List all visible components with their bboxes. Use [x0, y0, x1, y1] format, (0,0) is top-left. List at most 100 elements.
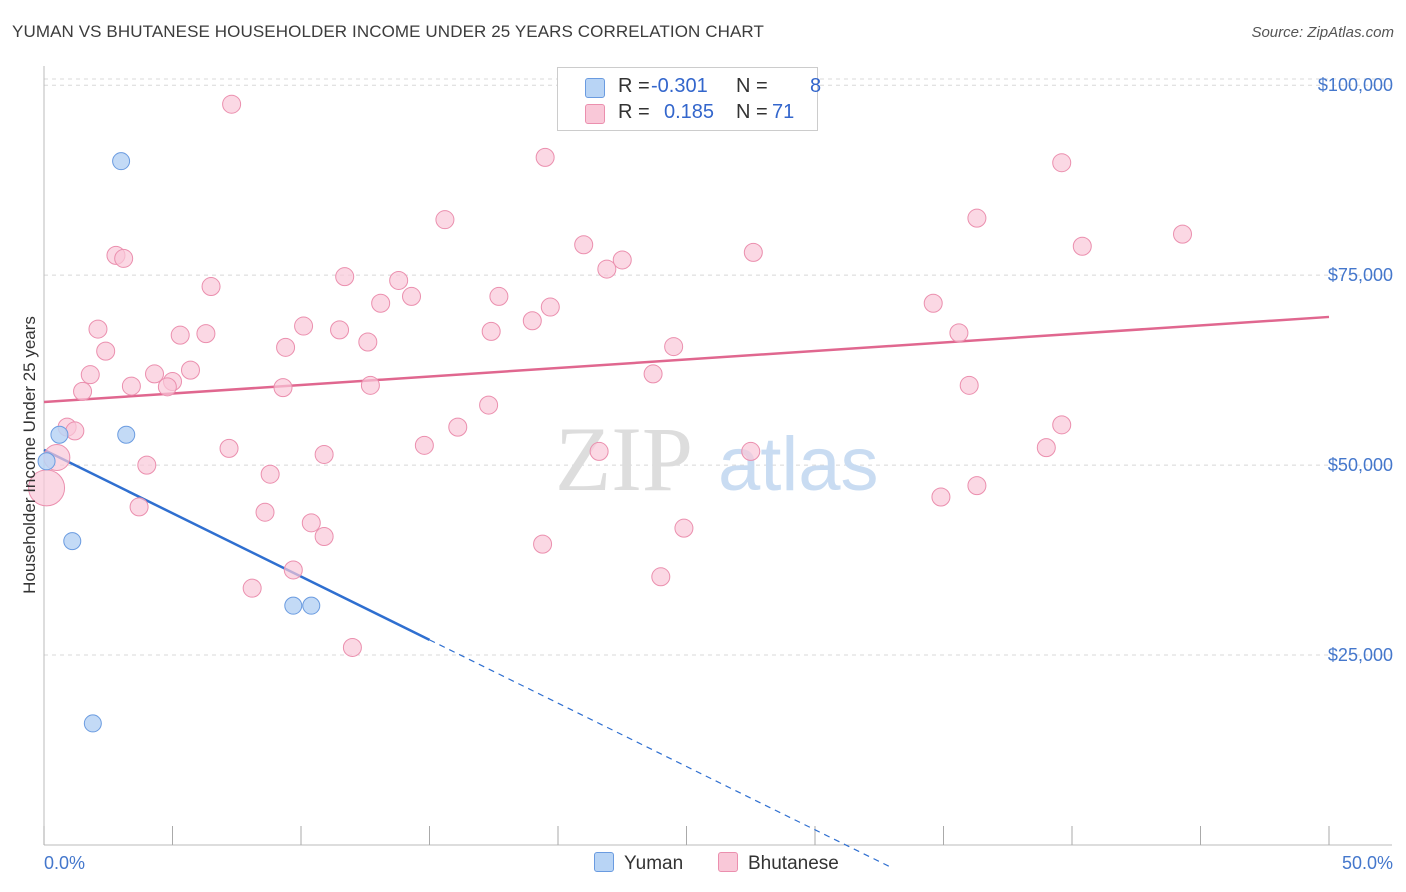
point-bhutanese [170, 325, 190, 345]
bottom-legend-bhutanese: Bhutanese [718, 852, 839, 875]
point-bhutanese [96, 341, 116, 361]
legend-r-label: R = [618, 101, 650, 123]
point-bhutanese [314, 527, 334, 547]
watermark: ZIP atlas [555, 408, 879, 510]
legend-swatch-yuman [585, 78, 605, 98]
point-yuman [63, 532, 82, 551]
bottom-legend-yuman: Yuman [594, 852, 683, 875]
point-bhutanese [80, 365, 100, 385]
point-bhutanese [222, 94, 242, 114]
point-bhutanese [294, 316, 314, 336]
bottom-swatch-bhutanese [718, 852, 738, 872]
point-bhutanese [114, 248, 134, 268]
point-bhutanese [533, 534, 553, 554]
legend-swatch-bhutanese [585, 104, 605, 124]
point-bhutanese [414, 435, 434, 455]
y-axis-title: Householder Income Under 25 years [20, 316, 39, 594]
point-bhutanese [589, 441, 609, 461]
point-bhutanese [1173, 224, 1193, 244]
point-bhutanese [1052, 153, 1072, 173]
point-bhutanese [674, 518, 694, 538]
point-bhutanese [121, 376, 141, 396]
point-bhutanese [448, 417, 468, 437]
point-bhutanese [219, 438, 239, 458]
point-bhutanese [574, 235, 594, 255]
point-yuman [284, 596, 303, 615]
point-bhutanese [435, 210, 455, 230]
point-bhutanese [260, 464, 280, 484]
point-bhutanese [242, 578, 262, 598]
point-bhutanese [535, 147, 555, 167]
point-bhutanese [65, 421, 85, 441]
point-yuman [112, 152, 131, 171]
point-bhutanese [196, 324, 216, 344]
point-bhutanese [522, 311, 542, 331]
point-bhutanese [145, 364, 165, 384]
point-bhutanese [949, 323, 969, 343]
point-bhutanese [664, 337, 684, 357]
point-bhutanese [1036, 438, 1056, 458]
point-bhutanese [931, 487, 951, 507]
point-bhutanese [276, 337, 296, 357]
trend-lines [43, 315, 1330, 869]
y-tick-label: $50,000 [1328, 455, 1393, 475]
point-bhutanese [335, 267, 355, 287]
watermark-atlas: atlas [718, 422, 879, 507]
point-bhutanese [479, 395, 499, 415]
point-bhutanese [741, 441, 761, 461]
trend-line-yuman-extension [429, 639, 893, 869]
trend-line-bhutanese [43, 315, 1330, 404]
point-bhutanese [137, 455, 157, 475]
point-yuman [37, 452, 56, 471]
grid-lines [44, 78, 1392, 656]
point-bhutanese [540, 297, 560, 317]
legend-n-label: N = [736, 101, 768, 123]
point-bhutanese [967, 476, 987, 496]
point-bhutanese [342, 637, 362, 657]
trend-line-yuman [43, 448, 431, 641]
bottom-legend-bhutanese-label: Bhutanese [748, 853, 839, 874]
point-bhutanese [314, 444, 334, 464]
x-tick-label: 0.0% [44, 853, 85, 873]
legend-n-label: N = [736, 75, 768, 97]
point-bhutanese [180, 360, 200, 380]
data-points [28, 94, 1193, 733]
point-bhutanese [597, 259, 617, 279]
tick-labels: $25,000 $50,000 $75,000 $100,000 0.0% 50.0% [44, 75, 1393, 873]
point-yuman [117, 425, 136, 444]
point-bhutanese [1052, 415, 1072, 435]
point-bhutanese [651, 567, 671, 587]
point-bhutanese [273, 378, 293, 398]
chart-title: YUMAN VS BHUTANESE HOUSEHOLDER INCOME UN… [12, 22, 764, 41]
point-bhutanese [743, 242, 763, 262]
point-bhutanese [389, 270, 409, 290]
point-bhutanese [923, 293, 943, 313]
bottom-legend-yuman-label: Yuman [624, 853, 684, 874]
point-bhutanese [402, 286, 422, 306]
point-bhutanese [360, 375, 380, 395]
point-bhutanese [201, 277, 221, 297]
point-bhutanese [129, 497, 149, 517]
legend-n-value-yuman: 8 [810, 75, 822, 97]
y-tick-label: $75,000 [1328, 265, 1393, 285]
point-bhutanese [157, 377, 177, 397]
point-bhutanese [967, 208, 987, 228]
point-bhutanese [959, 375, 979, 395]
point-bhutanese [371, 293, 391, 313]
point-yuman [302, 596, 321, 615]
point-bhutanese [1072, 236, 1092, 256]
legend-r-label: R = [618, 75, 650, 97]
y-tick-label: $25,000 [1328, 645, 1393, 665]
bottom-swatch-yuman [594, 852, 614, 872]
point-yuman [83, 714, 102, 733]
y-tick-label: $100,000 [1318, 75, 1393, 95]
point-bhutanese [643, 364, 663, 384]
watermark-zip: ZIP [555, 408, 693, 510]
point-bhutanese [358, 332, 378, 352]
legend-n-value-bhutanese: 71 [772, 101, 795, 123]
legend-r-value-yuman: -0.301 [651, 75, 708, 97]
source-credit: Source: ZipAtlas.com [1251, 24, 1394, 41]
stats-legend: R = -0.301 N = 8 R = 0.185 N = 71 [557, 67, 822, 131]
point-bhutanese [301, 513, 321, 533]
